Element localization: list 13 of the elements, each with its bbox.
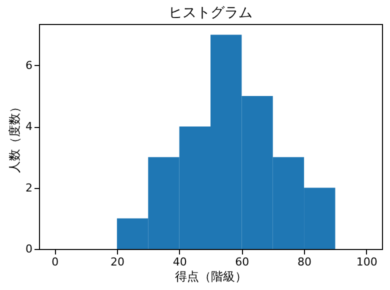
x-tick-label: 80	[298, 256, 312, 268]
x-tick-label: 0	[52, 256, 59, 268]
chart-title: ヒストグラム	[168, 5, 252, 21]
y-axis-title: 人数（度数）	[8, 101, 22, 173]
y-tick-label: 0	[26, 242, 32, 256]
x-tick-label: 20	[110, 256, 124, 268]
y-tick-label: 6	[26, 58, 32, 72]
x-tick-label: 40	[172, 256, 187, 268]
x-tick-label: 60	[235, 256, 250, 268]
x-axis-title: 得点（階級）	[175, 270, 247, 284]
y-tick-label: 2	[26, 181, 32, 194]
x-tick-label: 100	[356, 256, 378, 268]
y-tick-label: 4	[26, 120, 32, 134]
